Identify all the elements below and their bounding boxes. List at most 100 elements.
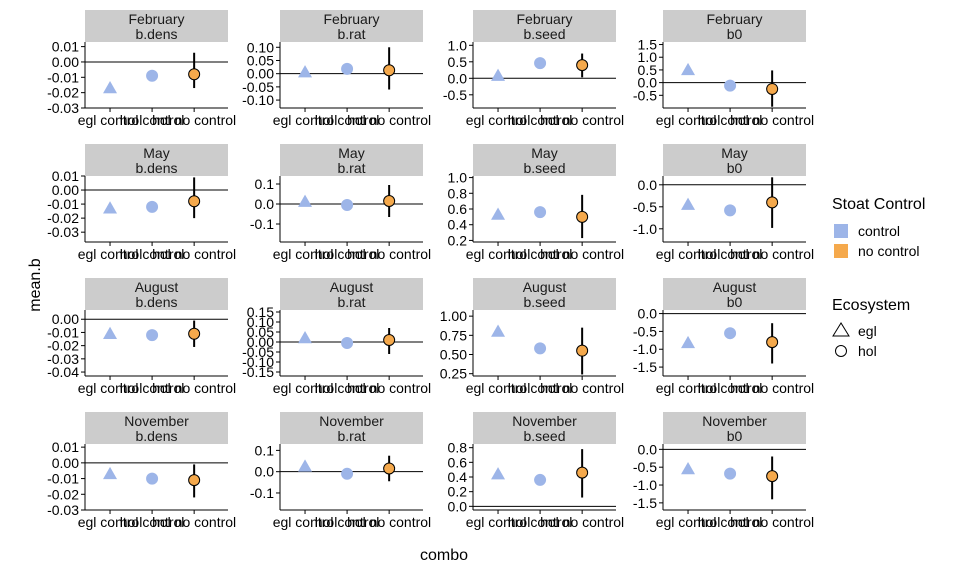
data-point-circle: [534, 206, 547, 219]
facet-strip-label: b.rat: [337, 428, 365, 444]
x-tick-label: hol control: [120, 246, 185, 262]
facet-strip-label: b0: [727, 428, 743, 444]
y-tick-label: -0.03: [47, 100, 79, 116]
facet-strip: [663, 10, 806, 42]
facet-strip-label: August: [713, 279, 757, 295]
data-point-triangle: [491, 467, 506, 480]
y-tick-label: -0.5: [443, 87, 467, 103]
facet-strip: [280, 412, 423, 444]
facet-strip-label: b.dens: [135, 428, 177, 444]
data-point-triangle: [298, 331, 313, 344]
x-tick-label: hol control: [315, 514, 380, 530]
y-tick-label: -0.15: [242, 364, 274, 380]
y-tick-label: -0.5: [633, 323, 657, 339]
y-tick-label: 0.10: [247, 314, 274, 330]
y-tick-label: -0.01: [47, 69, 79, 85]
data-point-circle: [341, 337, 354, 349]
x-tick-label: hol no control: [730, 380, 814, 396]
y-tick-label: 0.0: [638, 177, 658, 193]
y-tick-label: 1.0: [448, 37, 468, 53]
facet-strip: [663, 412, 806, 444]
y-tick-label: -0.03: [47, 224, 79, 240]
y-tick-label: 0.0: [448, 70, 468, 86]
data-point-circle: [341, 467, 354, 480]
y-tick-label: -0.02: [47, 486, 79, 502]
y-tick-label: 0.0: [255, 196, 275, 212]
data-point-circle: [383, 64, 396, 77]
x-tick-label: hol control: [508, 380, 573, 396]
legend-key-fill: [834, 244, 848, 258]
facet-strip-label: May: [143, 145, 169, 161]
x-tick-label: egl control: [656, 514, 721, 530]
facet-strip-label: b.rat: [337, 294, 365, 310]
y-tick-label: 0.2: [448, 484, 468, 500]
x-tick-label: hol control: [508, 514, 573, 530]
facet-strip-label: February: [128, 11, 184, 27]
facet-strip-label: May: [721, 145, 747, 161]
y-tick-label: -1.5: [633, 495, 657, 511]
y-tick-label: -1.0: [633, 221, 657, 237]
data-point-circle: [146, 200, 159, 213]
y-tick-label: 0.05: [247, 324, 274, 340]
x-tick-label: hol no control: [730, 112, 814, 128]
x-tick-label: egl control: [78, 380, 143, 396]
facet-strip-label: February: [323, 11, 379, 27]
x-tick-label: egl control: [466, 514, 531, 530]
x-tick-label: hol control: [698, 112, 763, 128]
data-point-circle: [383, 334, 396, 346]
x-tick-label: egl control: [273, 112, 338, 128]
x-tick-label: hol no control: [152, 246, 236, 262]
facet-strip-label: b.dens: [135, 160, 177, 176]
y-tick-label: -0.05: [242, 79, 274, 95]
facet-strip-label: b.seed: [523, 26, 565, 42]
facet-strip: [473, 412, 616, 444]
data-point-triangle: [681, 335, 696, 349]
y-tick-label: 0.00: [52, 54, 79, 70]
data-point-circle: [576, 59, 589, 72]
data-point-triangle: [103, 81, 118, 94]
x-tick-label: hol control: [120, 112, 185, 128]
y-tick-label: 0.1: [255, 442, 275, 458]
data-point-circle: [146, 472, 159, 485]
legend-label-shape: egl: [858, 323, 877, 339]
facet-strip-label: August: [135, 279, 179, 295]
y-tick-label: -0.02: [47, 85, 79, 101]
x-tick-label: hol no control: [152, 380, 236, 396]
facet-strip: [473, 10, 616, 42]
y-tick-label: -0.02: [47, 338, 79, 354]
data-point-circle: [188, 68, 201, 81]
x-tick-label: hol control: [698, 380, 763, 396]
legend-key-triangle: [832, 322, 850, 337]
x-tick-label: egl control: [466, 380, 531, 396]
y-tick-label: 0.00: [52, 455, 79, 471]
y-tick-label: -0.05: [242, 344, 274, 360]
facet-strip-label: May: [338, 145, 364, 161]
x-tick-label: hol no control: [730, 514, 814, 530]
x-tick-label: hol no control: [347, 246, 431, 262]
y-tick-label: 0.25: [440, 366, 467, 382]
facet-strip: [85, 10, 228, 42]
facet-strip: [280, 144, 423, 176]
data-point-triangle: [491, 207, 506, 220]
y-tick-label: 0.00: [247, 66, 274, 82]
facet-strip-label: b.rat: [337, 160, 365, 176]
x-tick-label: hol no control: [540, 380, 624, 396]
y-tick-label: 0.01: [52, 168, 79, 184]
facet-strip: [85, 412, 228, 444]
y-tick-label: 0.50: [440, 347, 467, 363]
x-tick-label: hol control: [315, 112, 380, 128]
facet-strip: [85, 278, 228, 310]
data-point-triangle: [103, 326, 118, 340]
facet-strip-label: b.dens: [135, 294, 177, 310]
data-point-circle: [534, 473, 547, 486]
y-tick-label: 0.4: [448, 469, 468, 485]
